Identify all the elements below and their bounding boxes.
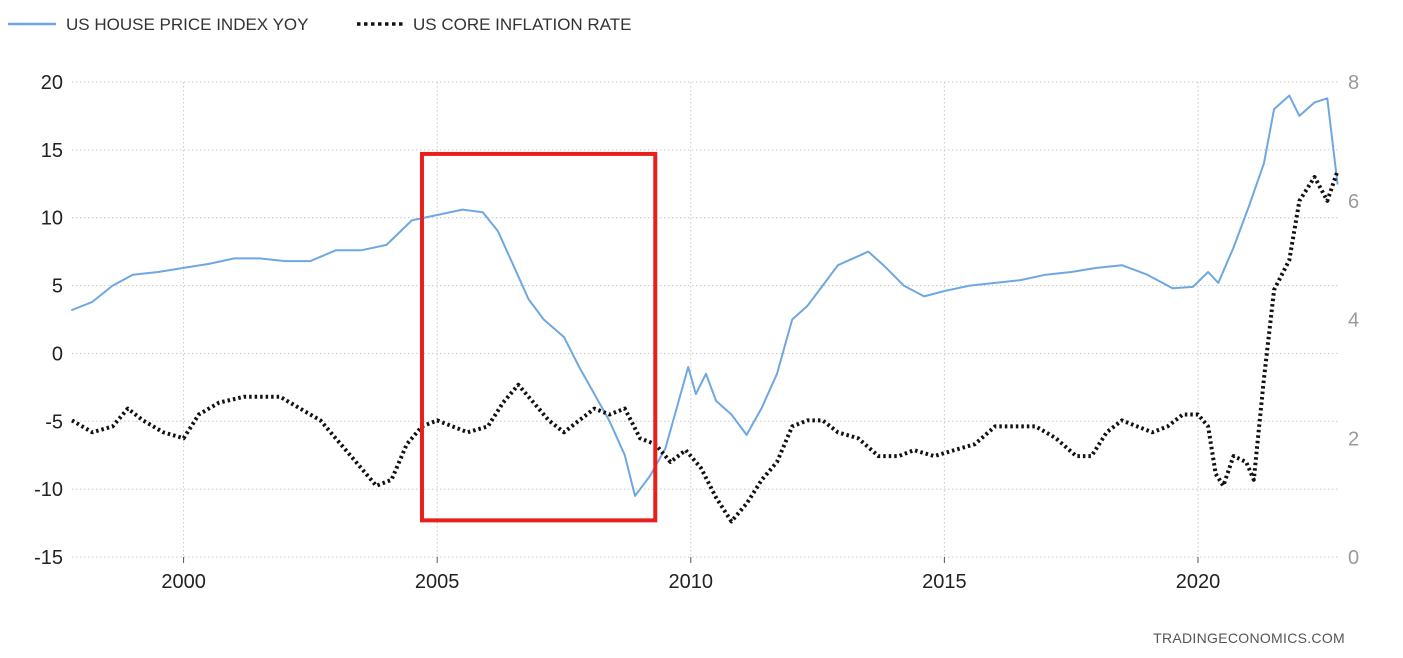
y-left-tick-label: 20 (41, 72, 63, 94)
series-line-house-price-index (71, 94, 1339, 497)
y-left-tick-label: 5 (52, 276, 63, 298)
y-left-tick-label: -10 (34, 479, 63, 501)
highlight-box (419, 151, 658, 523)
y-left-tick-label: 0 (52, 343, 63, 365)
y-right-tick-label: 6 (1348, 191, 1359, 213)
series-line-core-inflation (70, 170, 1340, 524)
x-tick-label: 2010 (669, 571, 714, 593)
legend: US HOUSE PRICE INDEX YOY US CORE INFLATI… (8, 15, 632, 34)
legend-label-core-inflation: US CORE INFLATION RATE (413, 15, 632, 34)
x-tick-label: 2005 (415, 571, 460, 593)
x-tick-label: 2020 (1176, 571, 1221, 593)
x-tick-label: 2015 (922, 571, 967, 593)
y-left-tick-label: -5 (45, 411, 63, 433)
series-layer (70, 94, 1340, 524)
y-right-tick-label: 0 (1348, 547, 1359, 569)
legend-label-house-price: US HOUSE PRICE INDEX YOY (66, 15, 308, 34)
y-left-tick-label: 10 (41, 208, 63, 230)
y-right-tick-label: 4 (1348, 310, 1359, 332)
y-left-tick-label: 15 (41, 140, 63, 162)
grid-layer (72, 81, 1340, 563)
source-label: TRADINGECONOMICS.COM (1153, 630, 1345, 646)
y-left-tick-label: -15 (34, 547, 63, 569)
y-right-tick-label: 2 (1348, 428, 1359, 450)
x-tick-label: 2000 (161, 571, 206, 593)
highlight-layer (419, 151, 658, 523)
y-right-tick-label: 8 (1348, 72, 1359, 94)
